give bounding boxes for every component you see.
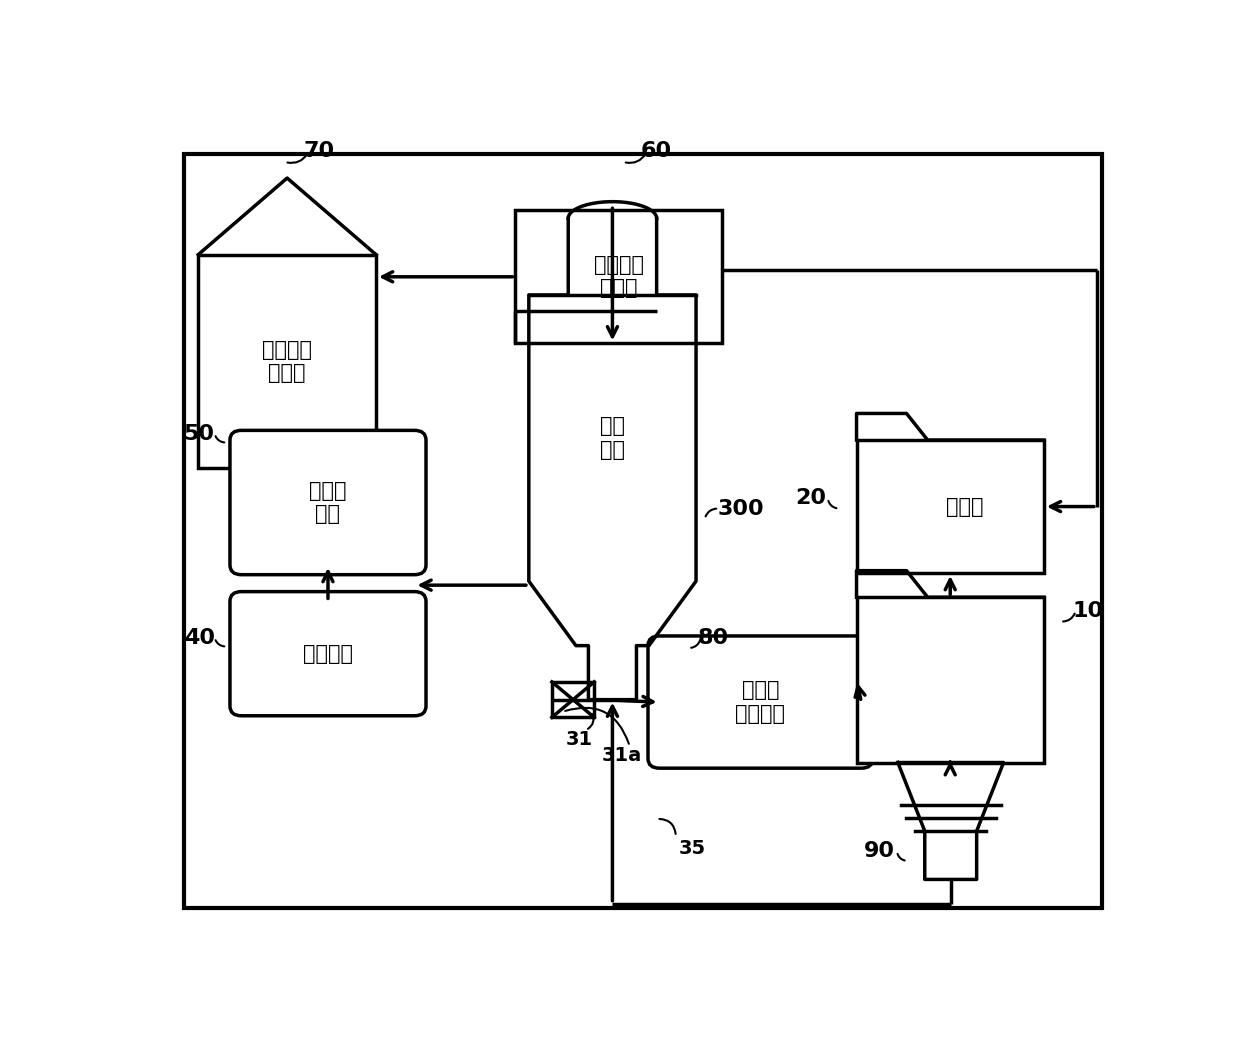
Text: 90: 90 — [864, 841, 895, 862]
Text: 20: 20 — [795, 488, 826, 508]
Text: 60: 60 — [640, 141, 671, 161]
Text: 添加剂
储存单元: 添加剂 储存单元 — [735, 681, 785, 723]
Text: 70: 70 — [304, 141, 335, 161]
Text: 萘储存
单元: 萘储存 单元 — [309, 481, 347, 525]
FancyBboxPatch shape — [229, 592, 427, 716]
Text: 蒸馏
装置: 蒸馏 装置 — [600, 417, 625, 460]
Text: 35: 35 — [678, 839, 706, 859]
Text: 倾析器: 倾析器 — [946, 496, 983, 516]
Bar — [857, 597, 1044, 762]
Bar — [198, 254, 376, 468]
Text: 40: 40 — [184, 627, 215, 648]
Text: 80: 80 — [698, 627, 729, 648]
Bar — [552, 682, 594, 717]
Text: 31: 31 — [565, 731, 593, 750]
FancyBboxPatch shape — [229, 430, 427, 575]
Text: 31a: 31a — [601, 747, 642, 765]
Text: 300: 300 — [717, 498, 764, 518]
FancyBboxPatch shape — [649, 636, 873, 768]
Bar — [516, 210, 722, 343]
Text: 10: 10 — [1073, 601, 1104, 621]
Text: 焦炉轻油
洗涤器: 焦炉轻油 洗涤器 — [262, 340, 312, 383]
Bar — [857, 440, 1044, 573]
Text: 焦炉轻油
收集塔: 焦炉轻油 收集塔 — [594, 255, 644, 298]
Text: 50: 50 — [184, 424, 215, 444]
Text: 萘收集塔: 萘收集塔 — [303, 644, 353, 664]
